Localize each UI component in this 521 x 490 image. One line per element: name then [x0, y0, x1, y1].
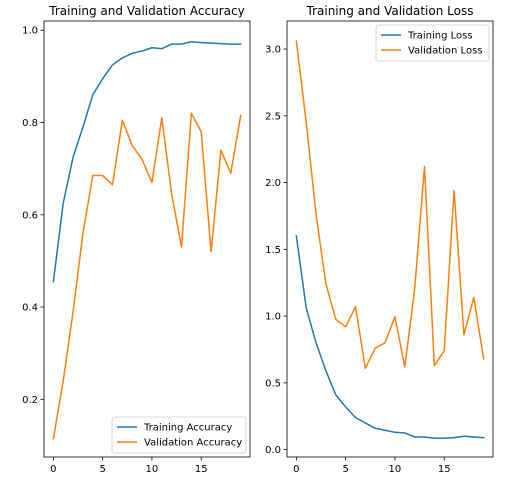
series-line-1 [295, 235, 485, 440]
series-line-2 [52, 112, 242, 440]
y-tick-label: 0.8 [22, 118, 38, 129]
y-tick-label: 0.0 [265, 445, 281, 456]
x-tick-label: 0 [293, 464, 299, 475]
series-line-2 [295, 40, 485, 369]
x-tick-label: 0 [50, 464, 56, 475]
legend-label: Training Accuracy [143, 423, 232, 434]
y-tick-label: 2.0 [265, 178, 281, 189]
legend-label: Training Loss [407, 31, 473, 42]
y-tick-label: 2.5 [265, 111, 281, 122]
x-tick-label: 10 [389, 464, 402, 475]
y-tick-label: 0.2 [22, 395, 38, 406]
chart-title: Training and Validation Accuracy [48, 4, 244, 18]
x-tick-label: 15 [195, 464, 208, 475]
y-tick-label: 1.0 [265, 312, 281, 323]
x-tick-label: 15 [438, 464, 451, 475]
y-tick-label: 0.4 [22, 303, 38, 314]
legend: Training Loss Validation Loss [375, 24, 490, 62]
y-tick-label: 0.6 [22, 210, 38, 221]
chart-title: Training and Validation Loss [306, 4, 474, 18]
legend-label: Validation Accuracy [144, 438, 242, 449]
chart-loss: 0 5 10 15 0.0 0.5 1.0 1.5 2.0 2.5 3.0 Training and … [265, 4, 494, 475]
x-tick-label: 5 [99, 464, 105, 475]
legend-label: Validation Loss [408, 46, 483, 57]
y-tick-label: 3.0 [265, 45, 281, 56]
x-tick-label: 5 [342, 464, 348, 475]
axes-frame [43, 20, 251, 458]
legend-box [111, 416, 247, 454]
chart-accuracy: 0 5 10 15 0.2 0.4 0.6 0.8 1.0 Training and Valida… [22, 4, 251, 475]
y-tick-label: 0.5 [265, 378, 281, 389]
legend-box [375, 24, 490, 62]
axes-frame [286, 20, 494, 458]
legend: Training Accuracy Validation Accuracy [111, 416, 247, 454]
y-tick-label: 1.5 [265, 245, 281, 256]
y-tick-label: 1.0 [22, 26, 38, 37]
series-line-1 [52, 41, 242, 283]
x-tick-label: 10 [146, 464, 159, 475]
